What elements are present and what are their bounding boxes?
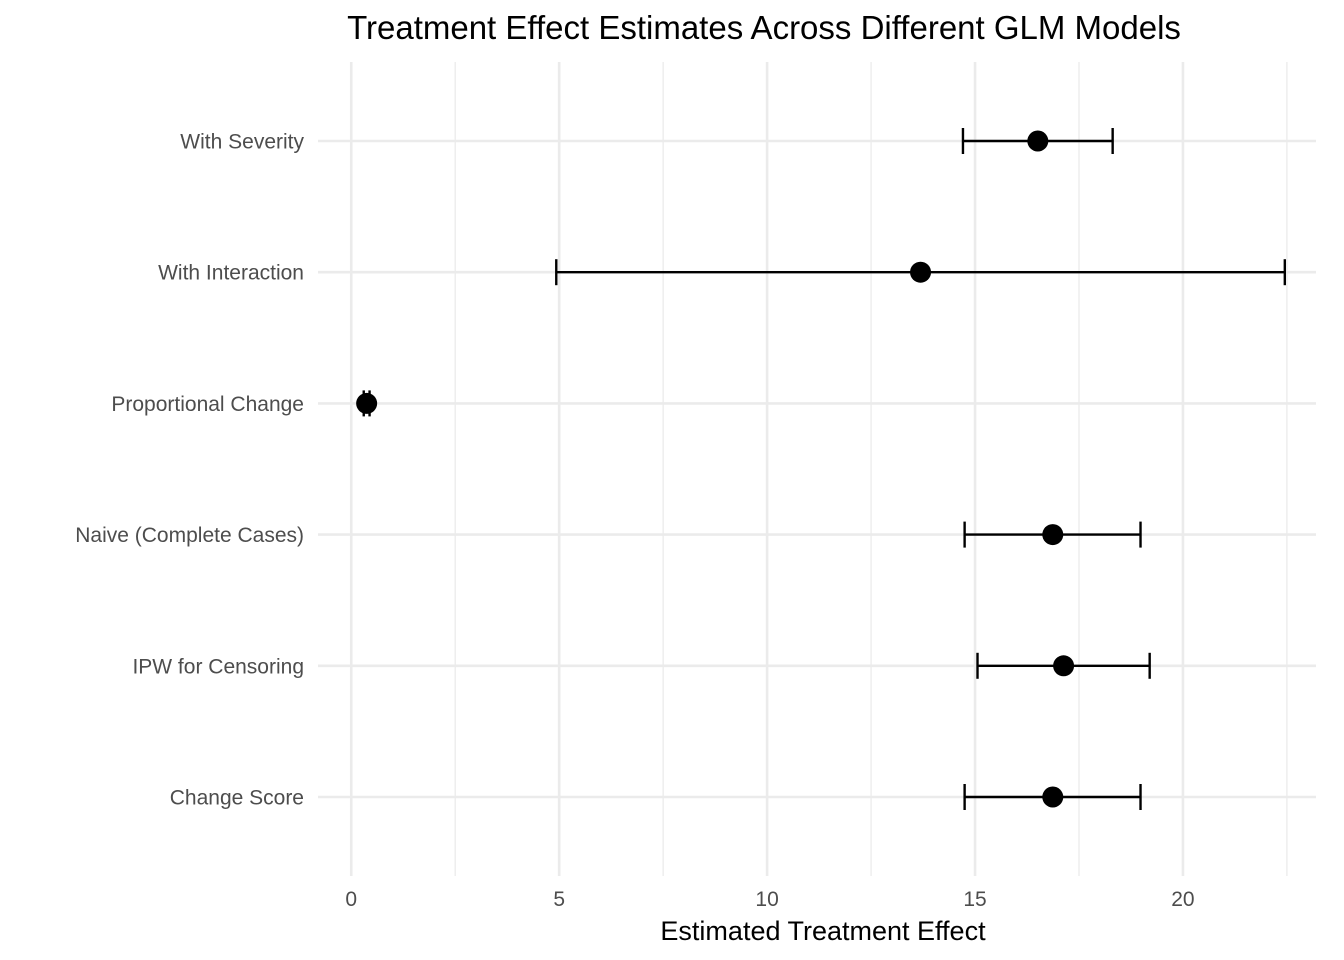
estimate-points <box>356 130 1075 808</box>
estimate-point <box>356 392 378 414</box>
estimate-point <box>1053 655 1075 677</box>
x-tick-label: 15 <box>963 888 986 911</box>
y-axis-tick-labels: Change Score IPW for Censoring Naive (Comp… <box>75 131 304 810</box>
estimate-point <box>1027 130 1049 152</box>
estimate-point <box>910 261 932 283</box>
x-axis-tick-labels: 0 5 10 15 20 <box>345 888 1194 911</box>
estimate-point <box>1042 786 1064 808</box>
y-tick-label: Change Score <box>170 787 304 810</box>
y-tick-label: IPW for Censoring <box>132 655 304 678</box>
chart-title: Treatment Effect Estimates Across Differ… <box>347 9 1181 46</box>
y-tick-label: Proportional Change <box>111 393 304 416</box>
x-tick-label: 20 <box>1171 888 1194 911</box>
y-tick-label: With Severity <box>180 131 304 154</box>
y-tick-label: Naive (Complete Cases) <box>75 524 304 547</box>
x-tick-label: 5 <box>553 888 565 911</box>
error-bars <box>362 128 1287 810</box>
x-axis-label: Estimated Treatment Effect <box>660 916 986 946</box>
grid <box>318 62 1316 876</box>
estimate-point <box>1042 524 1064 546</box>
y-tick-label: With Interaction <box>158 262 304 285</box>
x-tick-label: 10 <box>755 888 778 911</box>
x-tick-label: 0 <box>345 888 357 911</box>
